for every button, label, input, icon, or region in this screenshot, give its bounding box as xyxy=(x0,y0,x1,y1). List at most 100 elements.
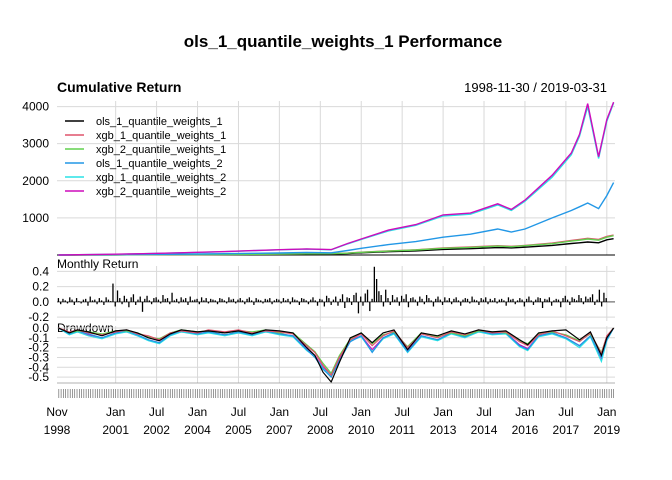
monthly-return-bar xyxy=(500,298,503,302)
monthly-return-bar xyxy=(575,300,578,302)
monthly-return-bar xyxy=(155,297,157,302)
x-tick-month: Jul xyxy=(476,405,491,419)
x-tick-year: 2001 xyxy=(102,423,129,437)
monthly-return-bar xyxy=(530,300,532,302)
monthly-return-bar xyxy=(528,296,530,302)
monthly-return-bar xyxy=(280,301,282,304)
monthly-return-bar xyxy=(464,298,466,302)
monthly-return-bar xyxy=(314,300,316,302)
x-tick-year: 2007 xyxy=(266,423,293,437)
y-tick-label: 4000 xyxy=(22,100,49,114)
monthly-return-bar xyxy=(385,289,387,302)
monthly-return-bar xyxy=(378,291,380,302)
monthly-return-bar xyxy=(321,299,323,302)
monthly-return-bar xyxy=(300,298,303,302)
monthly-return-bar xyxy=(535,299,537,302)
monthly-return-bar xyxy=(171,292,173,302)
monthly-return-bar xyxy=(200,297,203,302)
monthly-return-bar xyxy=(248,297,250,302)
monthly-return-bar xyxy=(330,301,332,305)
monthly-return-bar xyxy=(285,300,287,302)
monthly-return-bar xyxy=(503,300,505,302)
monthly-return-bar xyxy=(546,299,548,302)
monthly-return-bar xyxy=(278,299,280,302)
monthly-return-bar xyxy=(337,301,339,306)
monthly-return-bar xyxy=(132,294,135,302)
y-tick-label: 1000 xyxy=(22,211,49,225)
monthly-return-bar xyxy=(355,292,357,302)
monthly-return-bar xyxy=(146,295,148,302)
monthly-return-bar xyxy=(228,297,230,302)
monthly-return-bar xyxy=(266,299,269,302)
x-tick-year: 2008 xyxy=(307,423,334,437)
legend-label: xgb_1_quantile_weights_1 xyxy=(96,130,226,142)
monthly-return-bar xyxy=(96,301,98,305)
monthly-return-bar xyxy=(521,299,523,302)
monthly-return-bar xyxy=(173,300,175,302)
monthly-return-bar xyxy=(414,299,416,302)
monthly-return-bar xyxy=(80,301,82,304)
monthly-return-bar xyxy=(394,299,396,302)
y-tick-label: 0.0 xyxy=(32,295,49,309)
monthly-return-bar xyxy=(598,289,601,302)
axes: 10002000300040000.40.20.0-0.20.0-0.1-0.2… xyxy=(22,100,615,384)
monthly-return-bar xyxy=(505,301,507,306)
monthly-return-bar xyxy=(605,298,607,302)
monthly-return-bar xyxy=(121,301,123,305)
monthly-return-bar xyxy=(562,298,564,302)
monthly-return-bar xyxy=(257,299,260,302)
x-tick-year: 2005 xyxy=(225,423,252,437)
legend-label: ols_1_quantile_weights_1 xyxy=(96,116,223,128)
monthly-return-bar xyxy=(410,298,412,302)
monthly-return-bar xyxy=(178,301,180,304)
monthly-return-bar xyxy=(287,298,289,302)
monthly-return-bar xyxy=(441,301,444,305)
monthly-return-bar xyxy=(187,301,189,305)
monthly-return-bar xyxy=(446,300,448,302)
monthly-return-bar xyxy=(62,298,64,302)
monthly-return-bar xyxy=(357,301,360,314)
monthly-return-bar xyxy=(316,301,319,306)
monthly-return-bar xyxy=(523,301,526,307)
monthly-return-bar xyxy=(205,298,207,302)
monthly-return-bar xyxy=(128,301,130,308)
monthly-return-bar xyxy=(112,283,114,302)
monthly-return-bar xyxy=(235,301,237,304)
monthly-return-bar xyxy=(150,301,153,305)
x-tick-month: Jan xyxy=(352,405,371,419)
monthly-return-bar xyxy=(291,297,294,302)
x-tick-year: 2010 xyxy=(348,423,375,437)
y-tick-label: -0.2 xyxy=(28,310,49,324)
x-tick-year: 2002 xyxy=(143,423,170,437)
monthly-return-bar xyxy=(391,295,394,302)
monthly-return-bar xyxy=(444,297,446,302)
monthly-return-bar xyxy=(216,301,219,305)
monthly-return-bar xyxy=(596,299,598,302)
x-tick-month: Jan xyxy=(433,405,452,419)
monthly-return-bar xyxy=(587,298,589,302)
monthly-return-bar xyxy=(373,266,376,302)
monthly-panel-title: Monthly Return xyxy=(57,257,138,271)
y-tick-label: 2000 xyxy=(22,174,49,188)
monthly-return-bar xyxy=(362,301,364,306)
monthly-return-bar xyxy=(125,298,128,302)
monthly-return-bar xyxy=(230,299,232,302)
monthly-return-bar xyxy=(91,300,94,302)
monthly-return-bar xyxy=(157,299,160,302)
monthly-return-bar xyxy=(448,298,451,302)
monthly-return-bar xyxy=(466,298,469,302)
monthly-return-bar xyxy=(289,301,291,305)
monthly-return-bar xyxy=(137,299,139,302)
x-tick-month: Jan xyxy=(188,405,207,419)
monthly-return-bar xyxy=(369,301,371,312)
monthly-return-bar xyxy=(548,297,551,302)
monthly-return-bar xyxy=(319,298,321,302)
monthly-return-bar xyxy=(360,296,362,302)
monthly-return-bar xyxy=(207,301,210,304)
monthly-return-bar xyxy=(541,301,544,309)
monthly-return-bar xyxy=(564,295,566,302)
monthly-return-bar xyxy=(416,301,419,306)
monthly-return-bar xyxy=(328,298,330,302)
x-tick-month: Jan xyxy=(270,405,289,419)
y-tick-label: -0.1 xyxy=(28,331,49,345)
